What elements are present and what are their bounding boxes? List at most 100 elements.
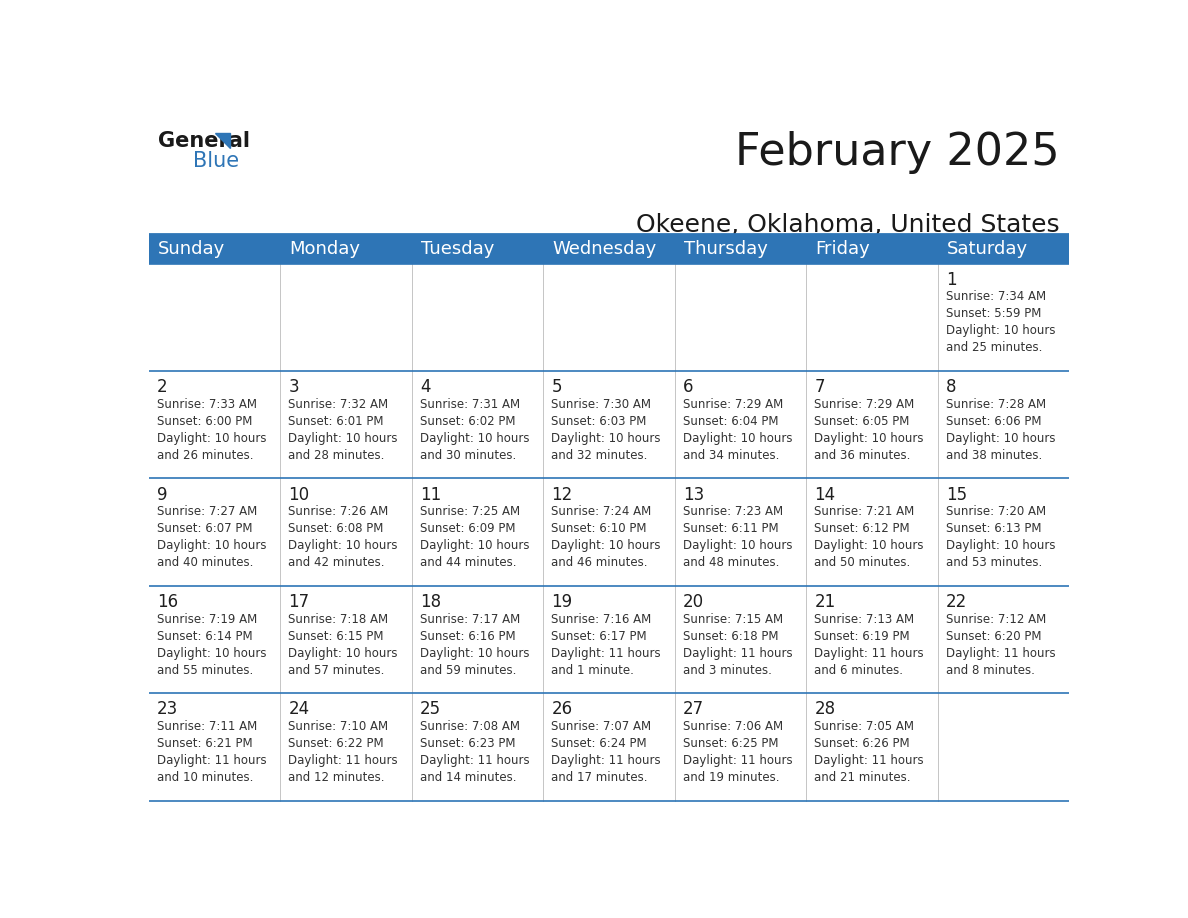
Text: General: General [158,131,249,151]
Text: Tuesday: Tuesday [421,240,494,258]
Text: Sunrise: 7:31 AM: Sunrise: 7:31 AM [419,397,520,411]
Text: Sunset: 6:21 PM: Sunset: 6:21 PM [157,737,252,750]
Text: Daylight: 10 hours: Daylight: 10 hours [289,431,398,445]
Text: 12: 12 [551,486,573,503]
Text: Sunrise: 7:26 AM: Sunrise: 7:26 AM [289,505,388,519]
Text: Blue: Blue [192,151,239,171]
Text: 25: 25 [419,700,441,719]
Text: Daylight: 11 hours: Daylight: 11 hours [289,754,398,767]
Text: Sunrise: 7:18 AM: Sunrise: 7:18 AM [289,612,388,626]
Text: and 34 minutes.: and 34 minutes. [683,449,779,462]
Text: Daylight: 10 hours: Daylight: 10 hours [419,431,530,445]
Text: Daylight: 10 hours: Daylight: 10 hours [157,646,266,660]
Bar [148,263,1069,371]
Text: 26: 26 [551,700,573,719]
Text: and 6 minutes.: and 6 minutes. [815,664,903,677]
Text: Sunrise: 7:23 AM: Sunrise: 7:23 AM [683,505,783,519]
Text: Sunset: 6:00 PM: Sunset: 6:00 PM [157,415,252,428]
Text: Sunset: 6:20 PM: Sunset: 6:20 PM [946,630,1042,643]
Text: Sunset: 6:04 PM: Sunset: 6:04 PM [683,415,778,428]
Text: 27: 27 [683,700,704,719]
Text: Sunset: 6:10 PM: Sunset: 6:10 PM [551,522,647,535]
Text: Daylight: 10 hours: Daylight: 10 hours [157,431,266,445]
Text: 2: 2 [157,378,168,396]
Text: Sunrise: 7:29 AM: Sunrise: 7:29 AM [815,397,915,411]
Text: and 40 minutes.: and 40 minutes. [157,556,253,569]
Text: Daylight: 10 hours: Daylight: 10 hours [815,431,924,445]
Text: Sunrise: 7:29 AM: Sunrise: 7:29 AM [683,397,783,411]
Text: and 38 minutes.: and 38 minutes. [946,449,1042,462]
Text: Daylight: 10 hours: Daylight: 10 hours [419,646,530,660]
Text: Sunset: 6:16 PM: Sunset: 6:16 PM [419,630,516,643]
Text: Sunrise: 7:12 AM: Sunrise: 7:12 AM [946,612,1047,626]
Text: Sunrise: 7:30 AM: Sunrise: 7:30 AM [551,397,651,411]
Text: and 32 minutes.: and 32 minutes. [551,449,647,462]
Text: February 2025: February 2025 [735,131,1060,174]
Text: Monday: Monday [289,240,360,258]
Text: 7: 7 [815,378,824,396]
Text: Daylight: 11 hours: Daylight: 11 hours [815,646,924,660]
Text: Daylight: 10 hours: Daylight: 10 hours [683,539,792,553]
Text: Daylight: 11 hours: Daylight: 11 hours [946,646,1056,660]
Text: and 44 minutes.: and 44 minutes. [419,556,517,569]
Text: 5: 5 [551,378,562,396]
Text: 15: 15 [946,486,967,503]
Text: Sunrise: 7:13 AM: Sunrise: 7:13 AM [815,612,915,626]
Text: Sunrise: 7:05 AM: Sunrise: 7:05 AM [815,721,915,733]
Text: and 30 minutes.: and 30 minutes. [419,449,516,462]
Text: Daylight: 11 hours: Daylight: 11 hours [551,754,661,767]
Text: 14: 14 [815,486,835,503]
Text: Sunset: 6:19 PM: Sunset: 6:19 PM [815,630,910,643]
Text: Sunrise: 7:28 AM: Sunrise: 7:28 AM [946,397,1047,411]
Text: and 50 minutes.: and 50 minutes. [815,556,911,569]
Text: and 1 minute.: and 1 minute. [551,664,634,677]
Text: Sunrise: 7:08 AM: Sunrise: 7:08 AM [419,721,520,733]
Text: Daylight: 10 hours: Daylight: 10 hours [683,431,792,445]
Text: 28: 28 [815,700,835,719]
Text: Sunrise: 7:07 AM: Sunrise: 7:07 AM [551,721,651,733]
Text: 9: 9 [157,486,168,503]
Text: Sunset: 6:24 PM: Sunset: 6:24 PM [551,737,647,750]
Text: 23: 23 [157,700,178,719]
Text: Daylight: 10 hours: Daylight: 10 hours [289,539,398,553]
Text: and 10 minutes.: and 10 minutes. [157,771,253,784]
Text: Sunrise: 7:24 AM: Sunrise: 7:24 AM [551,505,652,519]
Text: Sunrise: 7:16 AM: Sunrise: 7:16 AM [551,612,652,626]
Text: Sunset: 6:25 PM: Sunset: 6:25 PM [683,737,778,750]
Text: Sunrise: 7:25 AM: Sunrise: 7:25 AM [419,505,520,519]
Text: 18: 18 [419,593,441,611]
Text: 4: 4 [419,378,430,396]
Text: Sunrise: 7:19 AM: Sunrise: 7:19 AM [157,612,257,626]
Text: Sunset: 6:07 PM: Sunset: 6:07 PM [157,522,252,535]
Text: Daylight: 10 hours: Daylight: 10 hours [815,539,924,553]
Text: Daylight: 10 hours: Daylight: 10 hours [946,431,1055,445]
Text: Sunset: 6:18 PM: Sunset: 6:18 PM [683,630,778,643]
Text: Sunset: 6:17 PM: Sunset: 6:17 PM [551,630,647,643]
Text: Daylight: 10 hours: Daylight: 10 hours [946,539,1055,553]
Text: Thursday: Thursday [684,240,767,258]
Text: Sunset: 6:12 PM: Sunset: 6:12 PM [815,522,910,535]
Text: Sunrise: 7:32 AM: Sunrise: 7:32 AM [289,397,388,411]
Text: Sunset: 6:23 PM: Sunset: 6:23 PM [419,737,516,750]
Text: and 21 minutes.: and 21 minutes. [815,771,911,784]
Bar [148,234,1069,263]
Text: 13: 13 [683,486,704,503]
Text: Wednesday: Wednesday [552,240,657,258]
Text: Sunset: 5:59 PM: Sunset: 5:59 PM [946,308,1042,320]
Text: and 3 minutes.: and 3 minutes. [683,664,772,677]
Text: Sunset: 6:26 PM: Sunset: 6:26 PM [815,737,910,750]
Text: Saturday: Saturday [947,240,1028,258]
Text: Sunset: 6:08 PM: Sunset: 6:08 PM [289,522,384,535]
Text: Sunset: 6:01 PM: Sunset: 6:01 PM [289,415,384,428]
Text: Sunrise: 7:27 AM: Sunrise: 7:27 AM [157,505,257,519]
Text: and 57 minutes.: and 57 minutes. [289,664,385,677]
Text: 20: 20 [683,593,704,611]
Text: Sunset: 6:06 PM: Sunset: 6:06 PM [946,415,1042,428]
Text: and 55 minutes.: and 55 minutes. [157,664,253,677]
Text: Daylight: 11 hours: Daylight: 11 hours [419,754,530,767]
Text: Sunset: 6:15 PM: Sunset: 6:15 PM [289,630,384,643]
Bar [148,478,1069,586]
Text: and 53 minutes.: and 53 minutes. [946,556,1042,569]
Text: Daylight: 11 hours: Daylight: 11 hours [683,754,792,767]
Text: and 17 minutes.: and 17 minutes. [551,771,647,784]
